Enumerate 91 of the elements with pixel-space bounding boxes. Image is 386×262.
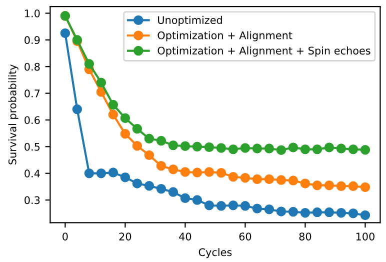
- point: [348, 181, 358, 192]
- point: [252, 174, 262, 184]
- point: [300, 144, 310, 154]
- legend-label: Unoptimized: [158, 16, 222, 26]
- point: [312, 207, 322, 218]
- x-tick-label: 0: [62, 232, 68, 240]
- legend-label: Optimization + Alignment + Spin echoes: [158, 46, 370, 57]
- point: [180, 167, 190, 177]
- point: [216, 143, 226, 153]
- point: [168, 140, 178, 150]
- point: [132, 124, 142, 134]
- point: [360, 182, 370, 192]
- point: [324, 180, 334, 190]
- point: [324, 142, 334, 152]
- point: [96, 168, 106, 178]
- point: [228, 200, 238, 210]
- point: [276, 206, 286, 216]
- x-tick-label: 80: [299, 232, 312, 240]
- legend-label: Optimization + Alignment: [158, 31, 292, 42]
- point: [180, 193, 190, 204]
- y-tick-label: 0.9: [24, 36, 40, 44]
- point: [348, 144, 358, 154]
- point: [108, 100, 118, 110]
- point: [108, 110, 118, 120]
- point: [180, 141, 190, 151]
- point: [204, 200, 214, 210]
- point: [168, 187, 178, 197]
- point: [132, 140, 142, 151]
- point: [60, 28, 70, 38]
- point: [204, 167, 214, 177]
- point: [168, 164, 178, 174]
- y-tick-label: 0.5: [24, 142, 40, 151]
- point: [264, 174, 274, 184]
- point: [144, 150, 154, 160]
- point: [240, 173, 250, 183]
- point: [108, 168, 118, 178]
- point: [336, 144, 346, 154]
- point: [204, 142, 214, 152]
- point: [288, 142, 298, 152]
- x-tick-label: 20: [119, 232, 132, 240]
- point: [312, 180, 322, 190]
- point: [324, 207, 334, 218]
- point: [144, 134, 154, 144]
- y-tick-label: 0.4: [24, 170, 40, 178]
- x-axis-title: Cycles: [198, 248, 232, 258]
- point: [156, 136, 166, 146]
- point: [96, 78, 106, 88]
- point: [240, 143, 250, 153]
- point: [192, 168, 202, 178]
- point: [276, 175, 286, 185]
- point: [300, 178, 310, 188]
- y-axis-title: Survival probability: [8, 64, 18, 164]
- point: [72, 104, 82, 114]
- x-tick-label: 60: [239, 232, 252, 240]
- point: [276, 145, 286, 155]
- point: [156, 184, 166, 194]
- point: [132, 178, 142, 188]
- point: [120, 172, 130, 182]
- y-tick-label: 0.7: [24, 90, 40, 98]
- point: [84, 168, 94, 178]
- y-tick-label: 0.3: [24, 196, 40, 204]
- point: [264, 204, 274, 214]
- x-tick-label: 40: [179, 232, 192, 240]
- point: [228, 144, 238, 154]
- y-tick-label: 0.6: [24, 116, 40, 124]
- point: [360, 210, 370, 220]
- y-tick-label: 1.0: [25, 9, 40, 18]
- point: [288, 206, 298, 217]
- point: [192, 142, 202, 152]
- point: [216, 201, 226, 211]
- point: [120, 128, 130, 139]
- point: [252, 144, 262, 154]
- y-tick-label: 0.8: [24, 62, 40, 71]
- point: [288, 176, 298, 186]
- point: [348, 208, 358, 218]
- point: [264, 144, 274, 154]
- point: [228, 172, 238, 182]
- point: [120, 113, 130, 123]
- x-tick-label: 100: [356, 232, 374, 240]
- point: [84, 59, 94, 69]
- point: [360, 144, 370, 155]
- point: [312, 144, 322, 154]
- point: [336, 208, 346, 218]
- point: [156, 161, 166, 171]
- point: [192, 195, 202, 205]
- point: [216, 168, 226, 178]
- point: [144, 181, 154, 191]
- point: [240, 201, 250, 211]
- point: [300, 208, 310, 218]
- point: [252, 204, 262, 214]
- point: [336, 181, 346, 192]
